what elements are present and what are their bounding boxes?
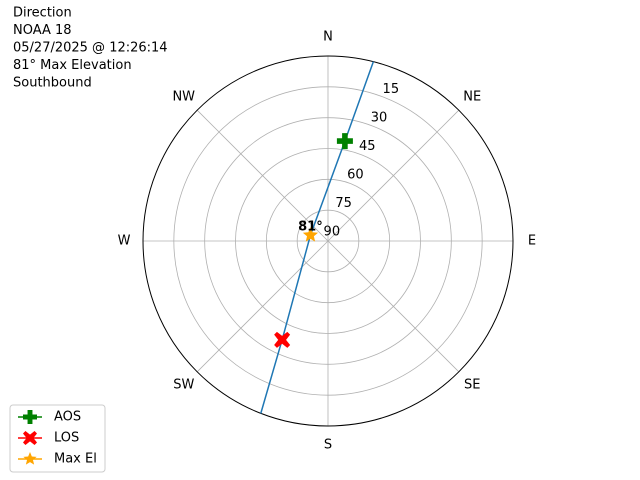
r-tick-label: 15 — [383, 82, 400, 97]
annotation: 81° — [298, 220, 323, 235]
r-tick-label: 45 — [359, 139, 376, 154]
legend-label: AOS — [54, 410, 81, 425]
title-line: Direction — [13, 6, 72, 21]
legend-label: Max El — [54, 452, 97, 467]
theta-tick-label: E — [528, 234, 536, 249]
r-tick-label: 60 — [347, 167, 364, 182]
title-line: 05/27/2025 @ 12:26:14 — [13, 41, 168, 56]
marker — [336, 133, 353, 150]
title-line: 81° Max Elevation — [13, 58, 132, 73]
title-line: Southbound — [13, 76, 92, 91]
grid-spoke — [327, 240, 460, 373]
grid-spoke — [196, 240, 329, 373]
legend-box — [9, 404, 106, 473]
theta-tick-label: S — [324, 438, 332, 453]
legend-marker — [23, 431, 37, 445]
r-tick-label: 75 — [335, 196, 352, 211]
marker — [274, 331, 291, 348]
theta-tick-label: SE — [464, 378, 480, 393]
theta-tick-label: SW — [173, 378, 194, 393]
title-line: NOAA 18 — [13, 23, 72, 38]
polar-frame — [142, 55, 514, 427]
grid-spoke — [196, 109, 329, 242]
theta-tick-label: N — [323, 30, 333, 45]
theta-tick-label: NW — [172, 89, 195, 104]
r-tick-label: 30 — [371, 110, 388, 125]
legend-label: LOS — [54, 431, 79, 446]
theta-tick-label: W — [118, 234, 131, 249]
grid-spoke — [327, 109, 460, 242]
marker — [302, 227, 319, 242]
legend-marker — [23, 410, 37, 424]
legend-marker — [23, 452, 37, 465]
r-tick-label: 90 — [324, 224, 341, 239]
legend: AOS LOS Max El — [9, 404, 106, 473]
theta-tick-label: NE — [463, 89, 481, 104]
